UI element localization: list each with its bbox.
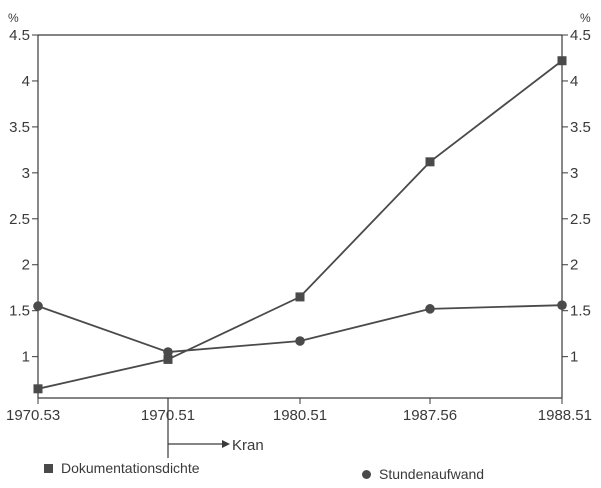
- y-tick-label-right: 2: [570, 257, 578, 274]
- y-tick-label-left: 3: [22, 165, 30, 182]
- y-tick-label-right: 3: [570, 165, 578, 182]
- y-tick-label-left: 1.5: [9, 303, 30, 320]
- axes: % % 1 1 1.5 1.5 2 2 2.5 2.5 3 3 3.5 3.5 4 4 4.5 4.5 1970.5…: [6, 11, 592, 458]
- y-tick-label-right: 4: [570, 73, 578, 90]
- kran-label: Kran: [232, 437, 264, 454]
- legend-label-stundenaufwand: Stundenaufwand: [379, 466, 484, 482]
- y-tick-label-left: 4: [22, 73, 30, 90]
- data-point-circle: [163, 347, 173, 357]
- x-tick-label: 1970.53: [6, 407, 60, 424]
- data-point-square: [558, 56, 567, 65]
- legend-item-dokumentationsdichte: Dokumentationsdichte: [44, 460, 200, 476]
- x-tick-label: 1987.56: [403, 407, 457, 424]
- y-tick-label-left: 4.5: [9, 27, 30, 44]
- y-tick-label-left: 2.5: [9, 211, 30, 228]
- y-unit-left: %: [8, 11, 19, 25]
- square-marker-icon: [44, 464, 53, 473]
- y-tick-label-left: 3.5: [9, 119, 30, 136]
- y-tick-label-right: 4.5: [570, 27, 591, 44]
- data-point-circle: [425, 304, 435, 314]
- y-unit-right: %: [580, 11, 591, 25]
- data-point-square: [426, 157, 435, 166]
- data-point-circle: [33, 301, 43, 311]
- y-tick-label-right: 3.5: [570, 119, 591, 136]
- data-point-square: [34, 384, 43, 393]
- data-point-circle: [557, 300, 567, 310]
- data-point-circle: [295, 336, 305, 346]
- y-tick-label-right: 1.5: [570, 303, 591, 320]
- x-tick-label: 1980.51: [273, 407, 327, 424]
- circle-marker-icon: [362, 470, 371, 479]
- series-group: [33, 56, 567, 393]
- kran-arrow-head: [222, 440, 230, 448]
- legend-label-dokumentationsdichte: Dokumentationsdichte: [61, 460, 200, 476]
- y-tick-label-right: 1: [570, 349, 578, 366]
- y-tick-label-left: 2: [22, 257, 30, 274]
- y-tick-label-left: 1: [22, 349, 30, 366]
- y-tick-label-right: 2.5: [570, 211, 591, 228]
- data-point-square: [296, 292, 305, 301]
- x-tick-label: 1988.51: [538, 407, 592, 424]
- legend-item-stundenaufwand: Stundenaufwand: [362, 466, 484, 482]
